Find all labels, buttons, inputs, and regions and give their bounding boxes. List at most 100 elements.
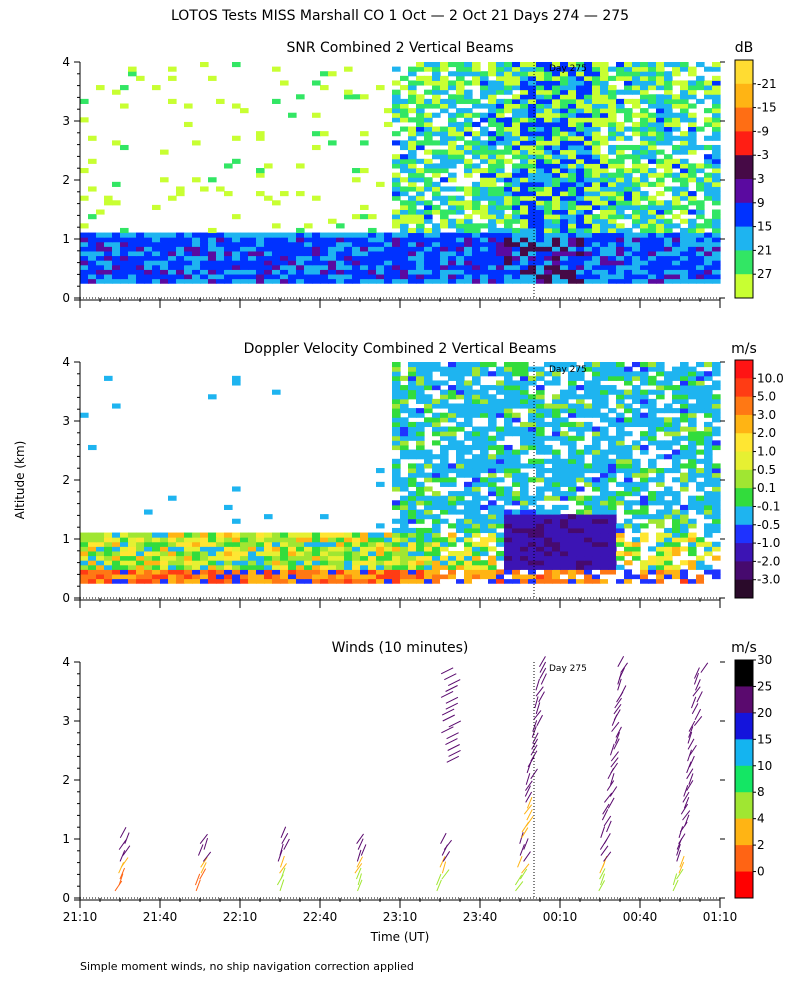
field-cell (216, 186, 225, 192)
field-cell (488, 144, 497, 151)
field-cell (528, 444, 537, 451)
field-cell (400, 486, 409, 492)
field-cell (560, 241, 569, 247)
field-cell (96, 550, 105, 557)
field-cell (416, 269, 425, 275)
field-cell (504, 237, 513, 243)
wind-barb (200, 856, 208, 868)
field-cell (536, 541, 545, 547)
field-cell (456, 491, 465, 497)
field-cell (568, 66, 577, 72)
field-cell (136, 546, 145, 552)
field-cell (392, 380, 401, 386)
field-cell (360, 232, 369, 238)
field-cell (480, 250, 489, 257)
field-cell (432, 518, 441, 524)
field-cell (688, 574, 697, 580)
field-cell (136, 269, 145, 275)
field-cell (328, 278, 337, 284)
field-cell (392, 131, 401, 137)
field-cell (240, 537, 249, 543)
field-cell (520, 495, 529, 501)
field-cell (600, 463, 609, 469)
field-cell (664, 278, 673, 284)
field-cell (672, 550, 681, 557)
field-cell (464, 481, 473, 487)
field-cell (600, 172, 609, 178)
field-cell (536, 546, 545, 552)
field-cell (408, 135, 417, 141)
field-cell (192, 560, 201, 566)
field-cell (136, 550, 145, 557)
field-cell (296, 546, 305, 552)
field-cell (408, 260, 417, 266)
field-cell (464, 444, 473, 451)
field-cell (456, 385, 465, 391)
field-cell (640, 94, 649, 100)
field-cell (672, 214, 681, 220)
field-cell (696, 98, 705, 104)
field-cell (680, 518, 689, 524)
wind-barb (688, 726, 694, 738)
field-cell (648, 131, 657, 137)
field-cell (528, 158, 537, 164)
field-cell (488, 163, 497, 169)
field-cell (712, 569, 721, 575)
field-cell (512, 269, 521, 275)
field-cell (592, 495, 601, 501)
field-cell (632, 186, 641, 192)
field-cell (648, 112, 657, 118)
field-cell (632, 362, 641, 368)
field-cell (624, 278, 633, 284)
field-cell (584, 232, 593, 238)
field-cell (616, 550, 625, 557)
field-cell (528, 532, 537, 538)
field-cell (552, 426, 561, 432)
field-cell (672, 135, 681, 141)
field-cell (480, 112, 489, 118)
field-cell (408, 237, 417, 243)
field-cell (520, 366, 529, 372)
field-cell (656, 569, 665, 575)
field-cell (440, 255, 449, 261)
field-cell (672, 260, 681, 266)
field-cell (208, 269, 217, 275)
field-cell (440, 412, 449, 418)
field-cell (640, 472, 649, 478)
field-cell (184, 269, 193, 275)
field-cell (512, 555, 521, 561)
field-cell (512, 214, 521, 220)
field-cell (504, 509, 513, 515)
field-cell (552, 250, 561, 257)
field-cell (520, 121, 529, 128)
field-cell (480, 403, 489, 409)
field-cell (552, 103, 561, 109)
field-cell (320, 278, 329, 284)
field-cell (256, 578, 265, 584)
field-cell (520, 375, 529, 381)
field-cell (536, 144, 545, 151)
field-cell (80, 117, 89, 123)
field-cell (488, 98, 497, 104)
field-cell (112, 541, 121, 547)
x-tick-label: 23:10 (383, 910, 418, 924)
field-cell (528, 375, 537, 381)
field-cell (632, 246, 641, 252)
field-cell (664, 98, 673, 104)
field-cell (432, 163, 441, 169)
field-cell (472, 523, 481, 529)
field-cell (416, 412, 425, 418)
wind-barb (686, 768, 694, 780)
field-cell (488, 246, 497, 252)
field-cell (688, 172, 697, 178)
field-cell (528, 135, 537, 141)
field-cell (456, 394, 465, 400)
field-cell (408, 195, 417, 201)
field-cell (544, 550, 553, 557)
field-cell (560, 362, 569, 368)
wind-barb (606, 820, 612, 833)
field-cell (264, 260, 273, 266)
wind-barb (200, 862, 207, 874)
field-cell (448, 491, 457, 497)
field-cell (512, 177, 521, 183)
